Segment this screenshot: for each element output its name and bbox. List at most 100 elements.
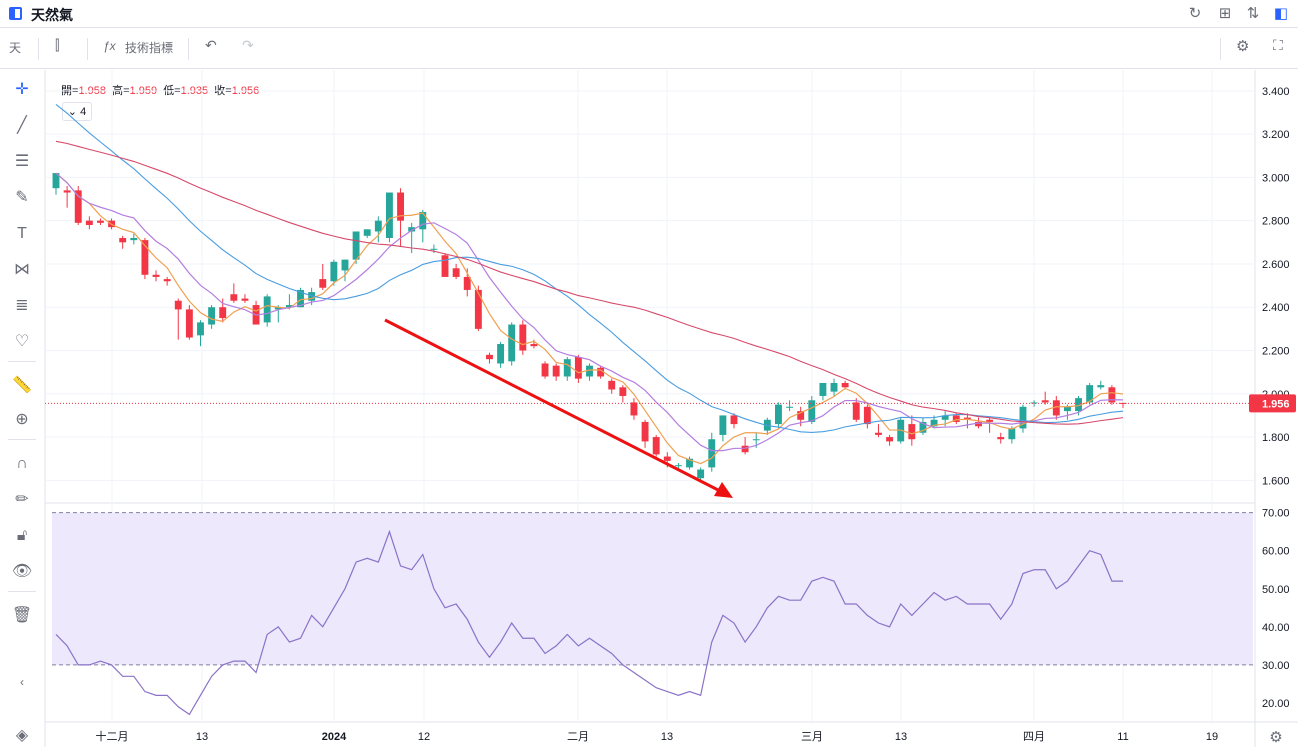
candle-body xyxy=(74,190,82,223)
collapse-arrow-icon[interactable]: ‹ xyxy=(20,675,24,689)
candle-body xyxy=(852,402,860,420)
candle-body xyxy=(285,305,293,308)
close-label: 收= xyxy=(214,85,232,97)
candle-body xyxy=(619,387,627,396)
candle-body xyxy=(763,419,771,431)
candle-body xyxy=(474,289,482,329)
time-tick-label: 三月 xyxy=(801,731,823,743)
candle-body xyxy=(397,192,404,221)
candle-body xyxy=(663,456,671,461)
ma-slow-line xyxy=(55,103,1124,433)
rsi-tick-label: 60.00 xyxy=(1262,546,1290,558)
candle-body xyxy=(497,344,505,364)
axis-settings-icon: ⚙ xyxy=(1269,729,1282,746)
trend-arrow xyxy=(384,318,723,494)
candle-body xyxy=(552,365,560,377)
candle-body xyxy=(808,400,816,422)
candle-body xyxy=(819,382,827,396)
time-tick-label: 12 xyxy=(418,731,430,743)
candle-body xyxy=(519,324,527,351)
eye-icon[interactable]: 👁︎ xyxy=(11,563,33,580)
draw-lock-icon[interactable]: ✏ xyxy=(15,491,29,508)
price-tick-label: 3.000 xyxy=(1262,172,1290,184)
candle-body xyxy=(119,237,127,243)
candle-body xyxy=(341,259,349,271)
candle-body xyxy=(630,402,638,416)
text-tool-icon[interactable]: T xyxy=(17,225,27,242)
candle-body xyxy=(975,421,982,427)
redo-icon[interactable]: ↷ xyxy=(242,37,254,53)
candle-body xyxy=(963,417,971,420)
price-tick-label: 2.600 xyxy=(1262,259,1290,271)
candle-body xyxy=(52,173,60,189)
lock-icon[interactable]: 🔓︎ xyxy=(16,527,28,544)
candle-body xyxy=(1097,385,1105,388)
indicators-button[interactable]: 技術指標 xyxy=(125,41,174,55)
close-value: 1.956 xyxy=(231,85,260,97)
crosshair-icon[interactable]: ✛ xyxy=(15,81,29,98)
panel-toggle-icon[interactable]: ◧ xyxy=(1273,5,1289,22)
indicator-collapse-button[interactable]: ⌄ 4 xyxy=(62,102,92,121)
candle-body xyxy=(863,406,871,425)
candle-body xyxy=(741,445,749,453)
magnet-icon[interactable]: ∩ xyxy=(16,455,28,472)
rsi-tick-label: 20.00 xyxy=(1262,698,1290,710)
candle-body xyxy=(319,279,327,288)
candle-body xyxy=(463,276,471,290)
ma-mid-line xyxy=(55,172,1124,452)
brush-icon[interactable]: ✎ xyxy=(15,189,29,206)
indicator-count: 4 xyxy=(80,106,87,118)
last-price-label: 1.956 xyxy=(1262,398,1290,410)
candle-body xyxy=(97,220,104,223)
candle-body xyxy=(1008,428,1016,440)
candle-body xyxy=(208,307,216,325)
fib-retracement-icon[interactable]: ≣ xyxy=(15,297,29,314)
ohlc-legend: 開=1.958 高=1.959 低=1.935 收=1.956 xyxy=(61,82,259,98)
candle-type-icon[interactable]: ⫿ xyxy=(55,37,60,53)
candle-body xyxy=(708,439,716,468)
shapes-icon[interactable]: ♡ xyxy=(14,333,30,350)
candle-body xyxy=(830,382,838,392)
settings-icon[interactable]: ⚙ xyxy=(1236,38,1250,55)
zoom-in-icon[interactable]: ⊕ xyxy=(15,411,29,428)
candle-body xyxy=(908,424,916,440)
candle-body xyxy=(752,439,760,441)
time-tick-label: 二月 xyxy=(567,731,589,743)
high-value: 1.959 xyxy=(129,85,158,97)
candle-body xyxy=(385,192,393,238)
candle-body xyxy=(141,240,149,275)
candle-body xyxy=(152,274,160,277)
refresh-icon[interactable]: ↻ xyxy=(1188,5,1202,22)
open-label: 開= xyxy=(61,85,79,97)
horizontal-lines-icon[interactable]: ☰ xyxy=(14,153,30,170)
interval-button[interactable]: 天 xyxy=(9,41,22,55)
undo-icon[interactable]: ↶ xyxy=(205,37,217,53)
layout-grid-icon[interactable]: ⊞ xyxy=(1218,5,1232,22)
trend-arrow-head xyxy=(714,482,733,498)
candle-body xyxy=(952,415,960,422)
ruler-icon[interactable]: 📏 xyxy=(12,377,32,394)
price-tick-label: 2.800 xyxy=(1262,216,1290,228)
candle-body xyxy=(452,268,460,277)
rsi-tick-label: 70.00 xyxy=(1262,508,1290,520)
trend-line-icon[interactable]: ╱ xyxy=(17,117,27,134)
indicators-icon[interactable]: ƒx xyxy=(103,39,116,53)
candle-body xyxy=(108,220,116,228)
rsi-tick-label: 40.00 xyxy=(1262,622,1290,634)
symbol-title: 天然氣 xyxy=(31,7,73,23)
time-tick-label: 13 xyxy=(661,731,673,743)
compare-icon[interactable]: ⇅ xyxy=(1246,5,1260,22)
candle-body xyxy=(230,294,238,301)
candle-body xyxy=(986,419,994,422)
low-label: 低= xyxy=(163,85,181,97)
fullscreen-icon[interactable]: ⛶ xyxy=(1273,37,1283,53)
rsi-tick-label: 50.00 xyxy=(1262,584,1290,596)
candle-body xyxy=(941,415,949,420)
candle-body xyxy=(163,279,171,282)
candle-body xyxy=(185,309,193,338)
trash-icon[interactable]: 🗑︎ xyxy=(11,607,33,624)
layers-icon[interactable]: ◈ xyxy=(15,727,29,744)
pattern-icon[interactable]: ⋈ xyxy=(14,261,30,278)
time-tick-label: 2024 xyxy=(322,731,347,743)
